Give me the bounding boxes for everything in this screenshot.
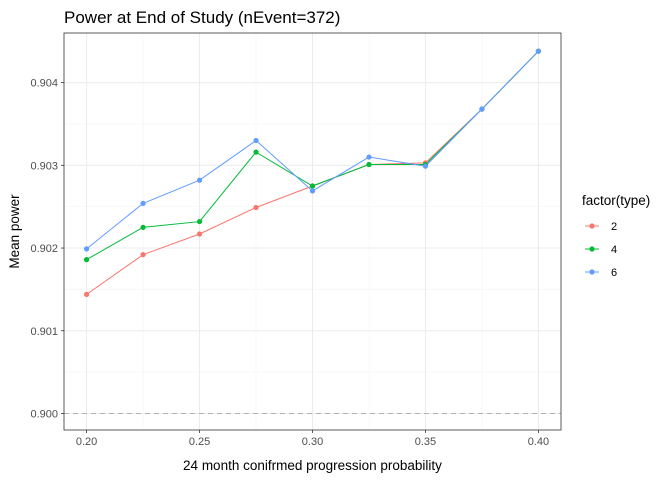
data-point-series-6 bbox=[253, 137, 259, 144]
y-tick-label: 0.902 bbox=[30, 243, 58, 255]
legend-title: factor(type) bbox=[582, 193, 650, 208]
data-point-series-6 bbox=[309, 188, 316, 194]
legend-key-point-4 bbox=[589, 246, 595, 252]
data-point-series-6 bbox=[140, 200, 146, 206]
series-points bbox=[83, 48, 542, 297]
x-tick-label: 0.35 bbox=[415, 436, 436, 448]
y-axis: 0.900 0.901 0.902 0.903 0.904 bbox=[30, 78, 64, 420]
legend-key-point-6 bbox=[589, 269, 595, 275]
y-tick-label: 0.904 bbox=[30, 78, 58, 90]
legend-key-point-2 bbox=[589, 223, 595, 229]
data-point-series-2 bbox=[140, 252, 146, 258]
legend: factor(type) 2 4 6 bbox=[582, 193, 650, 279]
data-point-series-6 bbox=[422, 163, 429, 169]
data-point-series-6 bbox=[196, 177, 203, 183]
x-tick-label: 0.20 bbox=[76, 436, 97, 448]
major-grid bbox=[64, 33, 561, 430]
y-axis-title: Mean power bbox=[7, 194, 22, 269]
data-point-series-6 bbox=[535, 48, 542, 54]
data-point-series-6 bbox=[479, 106, 485, 112]
x-axis-title: 24 month conifrmed progression probabili… bbox=[183, 458, 442, 473]
data-point-series-2 bbox=[253, 204, 259, 211]
data-point-series-4 bbox=[83, 257, 90, 263]
data-point-series-6 bbox=[366, 154, 372, 160]
x-tick-label: 0.30 bbox=[302, 436, 323, 448]
x-tick-label: 0.40 bbox=[528, 436, 549, 448]
data-point-series-2 bbox=[83, 291, 90, 297]
data-point-series-4 bbox=[140, 224, 146, 230]
data-point-series-2 bbox=[196, 231, 203, 237]
data-point-series-4 bbox=[309, 183, 316, 189]
legend-label-2: 2 bbox=[611, 221, 617, 233]
data-point-series-6 bbox=[83, 246, 90, 252]
legend-label-6: 6 bbox=[611, 267, 617, 279]
chart-title: Power at End of Study (nEvent=372) bbox=[64, 8, 340, 27]
y-tick-label: 0.903 bbox=[30, 160, 58, 172]
data-point-series-4 bbox=[196, 218, 203, 225]
y-tick-label: 0.901 bbox=[30, 326, 58, 338]
y-tick-label: 0.900 bbox=[30, 408, 58, 420]
data-point-series-4 bbox=[253, 149, 259, 155]
x-tick-label: 0.25 bbox=[189, 436, 210, 448]
data-point-series-4 bbox=[366, 161, 372, 168]
x-axis: 0.20 0.25 0.30 0.35 0.40 bbox=[76, 430, 549, 448]
legend-label-4: 4 bbox=[611, 244, 617, 256]
